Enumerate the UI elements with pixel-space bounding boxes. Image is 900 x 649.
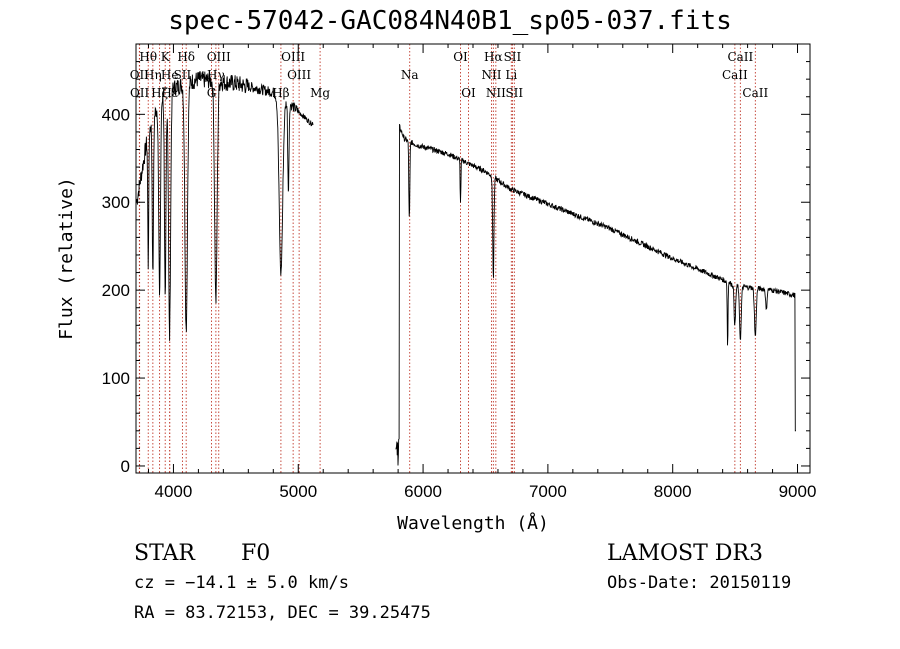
line-marker-label: Hδ (177, 50, 195, 64)
line-marker-label: Hε (161, 86, 178, 100)
line-marker-label: Hθ (139, 50, 157, 64)
line-marker-label: K (161, 50, 171, 64)
x-tick-label: 7000 (529, 482, 567, 501)
line-marker-label: Hη (144, 68, 162, 82)
line-marker-label: Mg (310, 86, 330, 100)
line-marker-label: NII (486, 86, 506, 100)
y-tick-label: 300 (102, 193, 130, 212)
line-marker-label: Hα (484, 50, 503, 64)
y-axis-label: Flux (relative) (56, 177, 77, 340)
spectrum-line (136, 70, 796, 466)
survey-name: LAMOST DR3 (607, 541, 763, 566)
x-tick-label: 6000 (404, 482, 442, 501)
line-marker-label: OI (453, 50, 468, 64)
line-marker-label: Li (505, 68, 517, 82)
object-class: STAR (134, 541, 195, 566)
y-tick-label: 400 (102, 105, 130, 124)
line-marker-label: CaII (727, 50, 753, 64)
line-marker-label: OIII (287, 68, 311, 82)
line-marker-label: OIII (207, 50, 231, 64)
obs-date-text: Obs-Date: 20150119 (607, 573, 792, 593)
line-marker-label: Hζ (151, 86, 168, 100)
object-subclass: F0 (241, 541, 271, 566)
line-marker-label: OII (130, 86, 150, 100)
x-tick-label: 9000 (779, 482, 817, 501)
y-tick-label: 0 (121, 457, 130, 476)
x-axis-label: Wavelength (Å) (397, 512, 549, 534)
line-marker-label: SII (174, 68, 192, 82)
y-tick-label: 100 (102, 369, 130, 388)
line-marker-label: G (207, 86, 217, 100)
line-marker-label: Na (401, 68, 419, 82)
line-marker-label: NII (481, 68, 501, 82)
line-marker-label: OII (130, 68, 150, 82)
line-marker-label: CaII (742, 86, 768, 100)
line-marker-label: OIII (281, 50, 305, 64)
chart-title: spec-57042-GAC084N40B1_sp05-037.fits (168, 6, 732, 36)
x-tick-label: 4000 (155, 482, 193, 501)
line-marker-label: SII (504, 50, 522, 64)
line-marker-label: CaII (722, 68, 748, 82)
coordinates-text: RA = 83.72153, DEC = 39.25475 (134, 603, 431, 623)
x-tick-label: 8000 (654, 482, 692, 501)
line-marker-label: OI (461, 86, 476, 100)
line-marker-label: SII (505, 86, 523, 100)
line-marker-label: He (161, 68, 179, 82)
redshift-text: cz = −14.1 ± 5.0 km/s (134, 573, 349, 593)
plot-frame (135, 43, 811, 474)
x-tick-label: 5000 (279, 482, 317, 501)
line-marker-label: Hβ (272, 86, 289, 100)
line-marker-label: Hγ (207, 68, 225, 82)
y-tick-label: 200 (102, 281, 130, 300)
